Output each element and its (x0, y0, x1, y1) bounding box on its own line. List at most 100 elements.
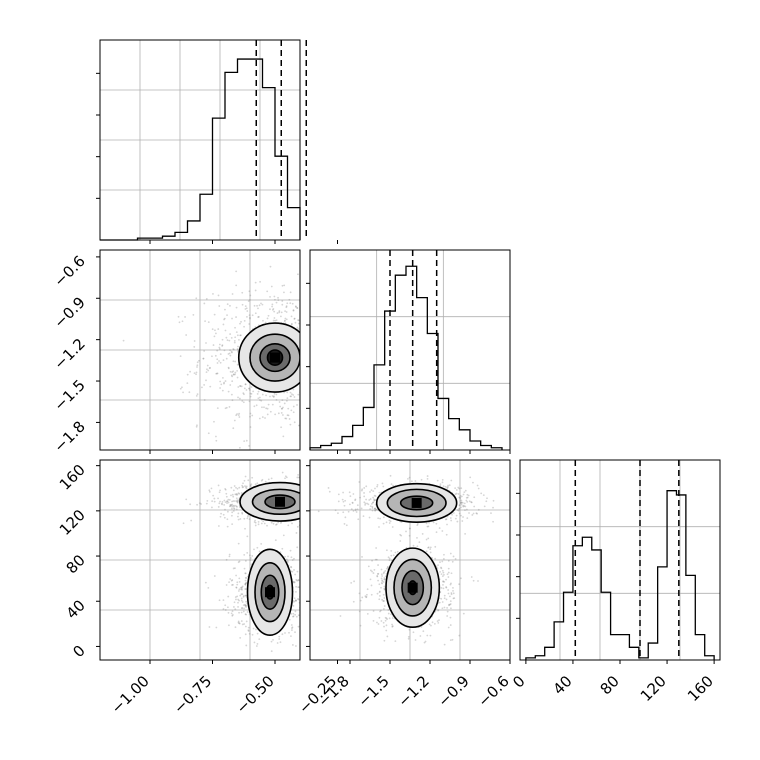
sample-point (218, 305, 221, 307)
sample-point (219, 380, 222, 383)
sample-point (374, 499, 377, 501)
sample-point (242, 392, 245, 395)
sample-point (303, 363, 305, 365)
sample-point (248, 387, 250, 390)
sample-point (378, 491, 381, 494)
sample-point (212, 494, 215, 497)
sample-point (305, 627, 307, 629)
sample-point (297, 273, 299, 276)
sample-point (243, 440, 246, 443)
sample-point (307, 490, 309, 492)
sample-point (281, 399, 284, 402)
sample-point (284, 310, 286, 313)
sample-point (360, 507, 363, 510)
sample-point (285, 417, 288, 420)
sample-point (302, 278, 304, 280)
sample-point (370, 489, 373, 492)
sample-point (443, 573, 445, 576)
sample-point (301, 491, 303, 493)
sample-point (382, 600, 385, 602)
sample-point (301, 387, 303, 389)
sample-point (295, 532, 298, 534)
sample-point (296, 476, 299, 479)
sample-point (236, 369, 239, 372)
sample-point (280, 407, 283, 410)
sample-point (301, 488, 303, 490)
sample-point (253, 521, 256, 523)
sample-point (448, 604, 450, 607)
sample-point (229, 505, 232, 507)
joint-p2-p3-panel: −1.8 −1.5 −1.2 −0.9 −0.6 (306, 459, 513, 711)
sample-point (216, 372, 218, 375)
sample-point (302, 501, 304, 503)
sample-point (301, 593, 303, 595)
sample-point (306, 505, 308, 507)
sample-point (245, 487, 248, 490)
sample-point (305, 495, 307, 497)
sample-point (232, 370, 235, 373)
sample-point (251, 555, 254, 557)
sample-point (239, 334, 242, 337)
sample-point (240, 599, 243, 602)
sample-point (476, 484, 479, 487)
sample-point (301, 351, 303, 353)
sample-point (458, 507, 461, 510)
sample-point (305, 496, 307, 498)
sample-point (218, 348, 221, 350)
sample-point (379, 517, 381, 520)
sample-point (447, 484, 449, 487)
sample-point (361, 488, 364, 491)
sample-point (454, 487, 457, 490)
sample-point (248, 314, 251, 317)
x-tick-label: 0 (509, 672, 528, 691)
sample-point (185, 334, 188, 336)
sample-point (234, 608, 237, 611)
sample-point (385, 617, 388, 620)
sample-point (460, 495, 463, 498)
sample-point (429, 548, 432, 551)
sample-point (252, 627, 255, 630)
sample-point (234, 373, 236, 376)
sample-point (232, 373, 235, 376)
sample-point (193, 346, 196, 348)
sample-point (290, 556, 293, 559)
sample-point (301, 567, 303, 569)
sample-point (193, 340, 196, 342)
sample-point (260, 479, 263, 482)
sample-point (473, 496, 476, 499)
sample-point (384, 569, 387, 572)
sample-point (296, 525, 299, 528)
sample-point (248, 445, 251, 447)
sample-point (271, 305, 274, 308)
sample-point (308, 506, 310, 508)
y-tick-label: −1.5 (50, 376, 88, 414)
sample-point (294, 321, 297, 324)
sample-point (244, 603, 246, 606)
sample-point (206, 499, 209, 502)
sample-point (355, 511, 358, 513)
sample-point (231, 493, 234, 496)
sample-point (209, 366, 211, 369)
sample-point (230, 612, 233, 615)
sample-point (265, 407, 268, 410)
sample-point (380, 620, 383, 622)
sample-point (248, 290, 251, 293)
sample-point (245, 644, 248, 647)
sample-point (372, 610, 375, 612)
sample-point (363, 495, 366, 498)
sample-point (220, 512, 222, 515)
sample-point (352, 600, 355, 603)
sample-point (354, 498, 357, 501)
sample-point (292, 394, 295, 396)
sample-point (292, 405, 295, 408)
sample-point (243, 567, 246, 570)
sample-point (230, 374, 233, 377)
sample-point (351, 502, 354, 504)
sample-point (296, 306, 299, 309)
sample-point (244, 588, 247, 590)
sample-point (228, 406, 231, 408)
sample-point (198, 359, 200, 362)
sample-point (380, 573, 383, 576)
sample-point (264, 321, 267, 324)
sample-point (257, 307, 259, 310)
